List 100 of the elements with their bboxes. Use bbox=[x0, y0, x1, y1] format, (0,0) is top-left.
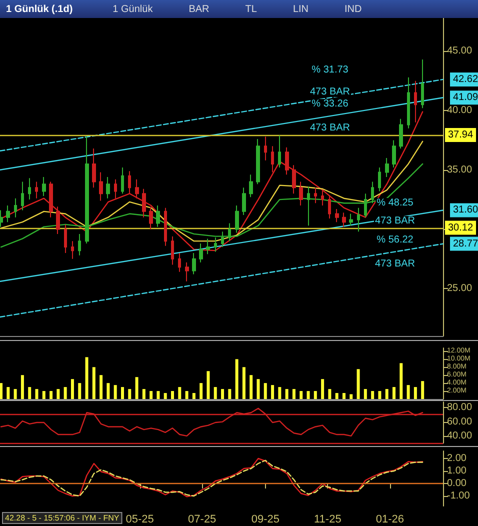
candlestick bbox=[92, 148, 96, 188]
text: BAR bbox=[188, 4, 210, 14]
candlestick bbox=[414, 80, 417, 123]
candlestick bbox=[14, 198, 17, 218]
bar bbox=[256, 379, 260, 399]
bar bbox=[378, 391, 382, 399]
bar bbox=[185, 391, 188, 399]
annotation: 473 BAR bbox=[310, 122, 350, 134]
candlestick bbox=[292, 164, 296, 194]
candlestick bbox=[228, 222, 231, 242]
bar bbox=[85, 357, 88, 399]
annotation: % 33.26 bbox=[312, 98, 349, 110]
candlestick bbox=[164, 207, 167, 246]
bar bbox=[264, 383, 267, 399]
data-label: 31.60 bbox=[453, 204, 478, 216]
y-tick-label: 2.00 bbox=[447, 453, 467, 464]
candlestick bbox=[185, 262, 189, 282]
candlestick bbox=[64, 224, 67, 254]
text: 42.28 - 5 - 15:57:06 - IYM - FNY bbox=[5, 514, 120, 522]
candlestick bbox=[121, 167, 124, 194]
bar bbox=[114, 385, 117, 399]
bar bbox=[221, 389, 224, 399]
candlestick bbox=[106, 176, 110, 199]
bar bbox=[314, 391, 317, 399]
annotation: 473 BAR bbox=[374, 258, 416, 270]
candlestick bbox=[357, 207, 360, 232]
bar bbox=[135, 377, 138, 399]
bar bbox=[192, 393, 196, 399]
candlestick bbox=[392, 140, 396, 168]
bar bbox=[328, 389, 332, 399]
candlestick bbox=[264, 136, 267, 161]
bar bbox=[356, 369, 360, 399]
text: 1 Günlük bbox=[112, 4, 153, 14]
candlestick bbox=[49, 181, 53, 218]
bar bbox=[235, 359, 238, 399]
bar bbox=[164, 393, 167, 399]
ref-line-label: 37.94 bbox=[448, 129, 474, 140]
data-label: 41.09 bbox=[453, 92, 478, 104]
y-tick-label: 0.00 bbox=[447, 478, 467, 489]
chart-title: 1 Günlük (.1d) bbox=[6, 4, 73, 14]
candlestick bbox=[378, 167, 381, 192]
bar bbox=[14, 389, 17, 399]
candlestick bbox=[328, 195, 331, 220]
bar bbox=[392, 387, 396, 399]
bar bbox=[214, 387, 217, 399]
candlestick bbox=[28, 178, 31, 200]
bar bbox=[92, 367, 96, 399]
bar bbox=[200, 383, 203, 399]
bar bbox=[206, 371, 210, 399]
annotation: % 56.22 bbox=[376, 234, 414, 246]
bar bbox=[278, 387, 282, 399]
x-tick-label: 09-25 bbox=[251, 514, 280, 526]
y-tick-label: 80.00 bbox=[447, 402, 472, 414]
candlestick bbox=[235, 204, 239, 234]
candlestick bbox=[407, 76, 410, 129]
bar bbox=[28, 387, 32, 399]
bar bbox=[178, 387, 182, 399]
candlestick bbox=[142, 188, 146, 218]
bar bbox=[350, 394, 353, 399]
bar bbox=[78, 383, 82, 399]
candlestick bbox=[278, 134, 281, 168]
x-tick-label: 07-25 bbox=[188, 514, 216, 526]
bar bbox=[56, 389, 60, 399]
candlestick bbox=[78, 233, 81, 256]
bar bbox=[342, 393, 346, 399]
candlestick bbox=[371, 181, 374, 204]
ref-line-label: 30.12 bbox=[448, 222, 474, 234]
bar bbox=[150, 391, 153, 399]
candlestick bbox=[385, 158, 389, 178]
y-tick-label: 1.00 bbox=[447, 466, 467, 476]
candlestick bbox=[256, 138, 260, 185]
line-series bbox=[0, 140, 424, 242]
candlestick bbox=[421, 59, 424, 109]
bar bbox=[406, 385, 410, 399]
bar bbox=[250, 375, 253, 399]
bar bbox=[421, 381, 424, 399]
bar bbox=[271, 385, 274, 399]
candlestick bbox=[21, 181, 24, 211]
annotation: % 31.73 bbox=[312, 64, 349, 76]
bar bbox=[120, 387, 124, 399]
candlestick bbox=[321, 190, 324, 206]
candlestick bbox=[314, 187, 317, 204]
candlestick bbox=[0, 210, 3, 228]
y-tick-label: 60.00 bbox=[447, 416, 472, 428]
candlestick bbox=[178, 252, 181, 272]
y-tick-label: 35.00 bbox=[447, 164, 472, 176]
bar bbox=[0, 383, 3, 399]
bar bbox=[242, 367, 246, 399]
candlestick bbox=[56, 206, 60, 234]
bar bbox=[285, 389, 288, 399]
bar bbox=[171, 391, 174, 399]
annotation: 473 BAR bbox=[374, 216, 416, 226]
annotation: % 48.25 bbox=[376, 198, 414, 208]
bar bbox=[300, 391, 303, 399]
candlestick bbox=[399, 118, 403, 150]
x-tick-label: 11-25 bbox=[314, 514, 342, 526]
candlestick bbox=[192, 252, 196, 275]
bar bbox=[64, 387, 67, 399]
bar bbox=[20, 375, 24, 399]
candlestick bbox=[271, 146, 274, 173]
